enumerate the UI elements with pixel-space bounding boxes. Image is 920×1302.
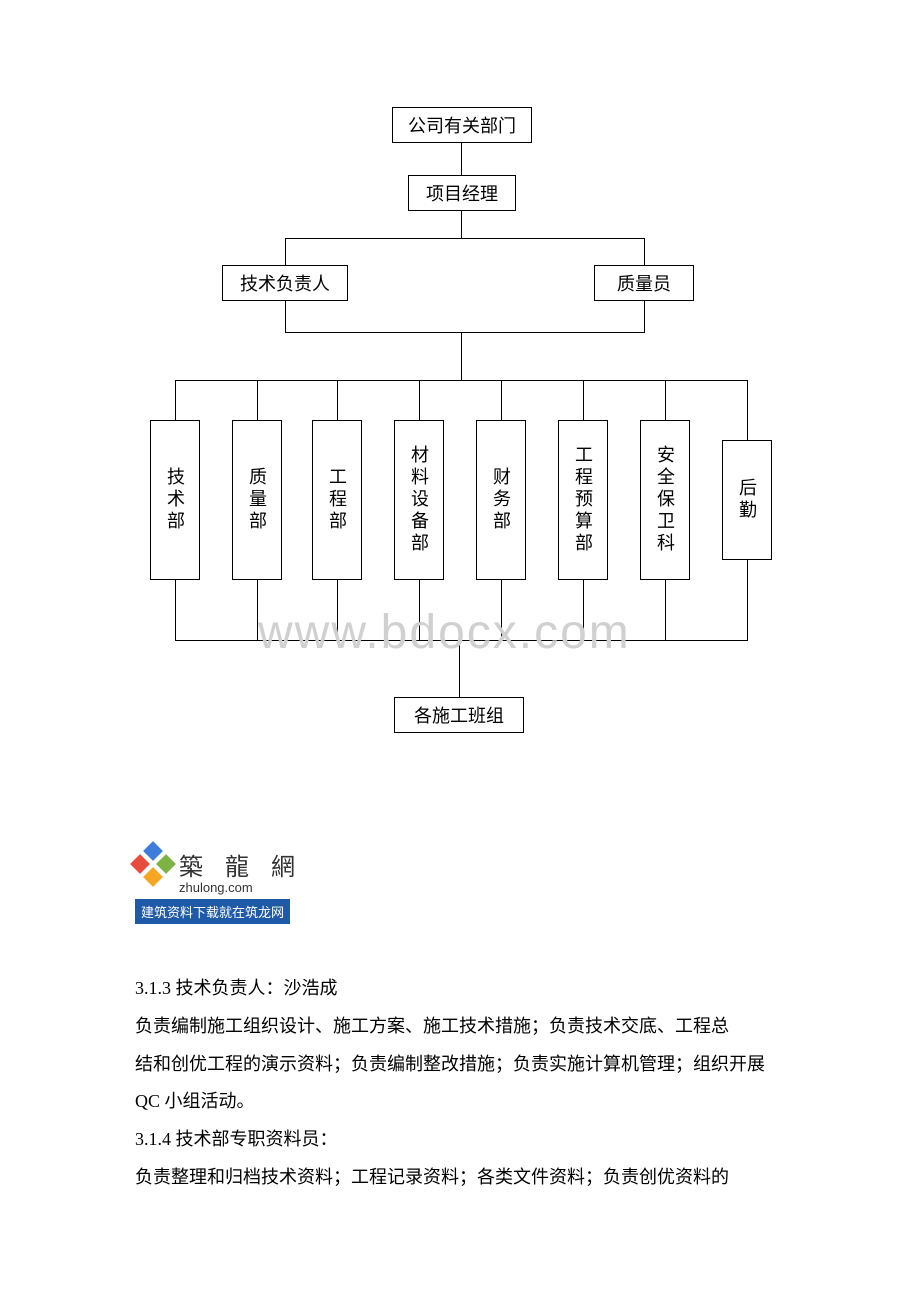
node-label: 财务部 <box>488 467 514 533</box>
node-label: 技术部 <box>162 467 188 533</box>
connector <box>285 238 644 239</box>
connector <box>257 380 258 420</box>
watermark-text: www.bdocx.com <box>258 606 631 659</box>
connector <box>583 380 584 420</box>
node-label: 安全保卫科 <box>652 445 678 555</box>
connector <box>665 580 666 640</box>
node-label: 后勤 <box>734 478 760 522</box>
node-dept-quality: 质量部 <box>232 420 282 580</box>
text-line: 结和创优工程的演示资料；负责编制整改措施；负责实施计算机管理；组织开展 <box>135 1046 805 1084</box>
logo-block: 築 龍 網 zhulong.com 建筑资料下载就在筑龙网 <box>135 846 303 924</box>
connector <box>337 380 338 420</box>
node-dept-tech: 技术部 <box>150 420 200 580</box>
connector <box>665 380 666 420</box>
text-line: QC 小组活动。 <box>135 1083 805 1121</box>
body-text: 3.1.3 技术负责人：沙浩成 负责编制施工组织设计、施工方案、施工技术措施；负… <box>135 970 805 1197</box>
node-label: 各施工班组 <box>414 702 504 728</box>
node-label: 工程预算部 <box>570 445 596 555</box>
connector <box>747 560 748 640</box>
logo-icon <box>135 846 171 882</box>
node-teams: 各施工班组 <box>394 697 524 733</box>
connector <box>461 211 462 238</box>
connector-bus-top <box>175 380 747 381</box>
node-dept-finance: 财务部 <box>476 420 526 580</box>
node-dept-materials: 材料设备部 <box>394 420 444 580</box>
connector <box>461 143 462 175</box>
node-label: 项目经理 <box>426 180 498 206</box>
connector <box>461 332 462 380</box>
node-dept-budget: 工程预算部 <box>558 420 608 580</box>
connector <box>285 301 286 332</box>
connector <box>501 380 502 420</box>
node-label: 质量员 <box>617 270 671 296</box>
text-line: 3.1.3 技术负责人：沙浩成 <box>135 970 805 1008</box>
node-label: 质量部 <box>244 467 270 533</box>
node-company: 公司有关部门 <box>392 107 532 143</box>
text-line: 负责编制施工组织设计、施工方案、施工技术措施；负责技术交底、工程总 <box>135 1008 805 1046</box>
connector <box>175 380 176 420</box>
connector <box>285 332 645 333</box>
connector <box>419 380 420 420</box>
text-line: 负责整理和归档技术资料；工程记录资料；各类文件资料；负责创优资料的 <box>135 1159 805 1197</box>
node-dept-engineering: 工程部 <box>312 420 362 580</box>
node-dept-safety: 安全保卫科 <box>640 420 690 580</box>
node-label: 工程部 <box>324 467 350 533</box>
connector <box>285 238 286 265</box>
watermark: www.bdocx.com <box>258 605 631 660</box>
connector <box>644 238 645 265</box>
node-dept-logistics: 后勤 <box>722 440 772 560</box>
node-qc: 质量员 <box>594 265 694 301</box>
text-line: 3.1.4 技术部专职资料员： <box>135 1121 805 1159</box>
connector <box>175 580 176 640</box>
logo-text-cn: 築 龍 網 <box>179 847 303 882</box>
logo-banner: 建筑资料下载就在筑龙网 <box>135 899 290 924</box>
node-label: 公司有关部门 <box>408 112 516 138</box>
connector <box>747 380 748 440</box>
connector <box>644 301 645 332</box>
logo-text-en: zhulong.com <box>179 880 303 895</box>
node-label: 技术负责人 <box>240 270 330 296</box>
node-label: 材料设备部 <box>406 445 432 555</box>
node-tech-lead: 技术负责人 <box>222 265 348 301</box>
node-pm: 项目经理 <box>408 175 516 211</box>
